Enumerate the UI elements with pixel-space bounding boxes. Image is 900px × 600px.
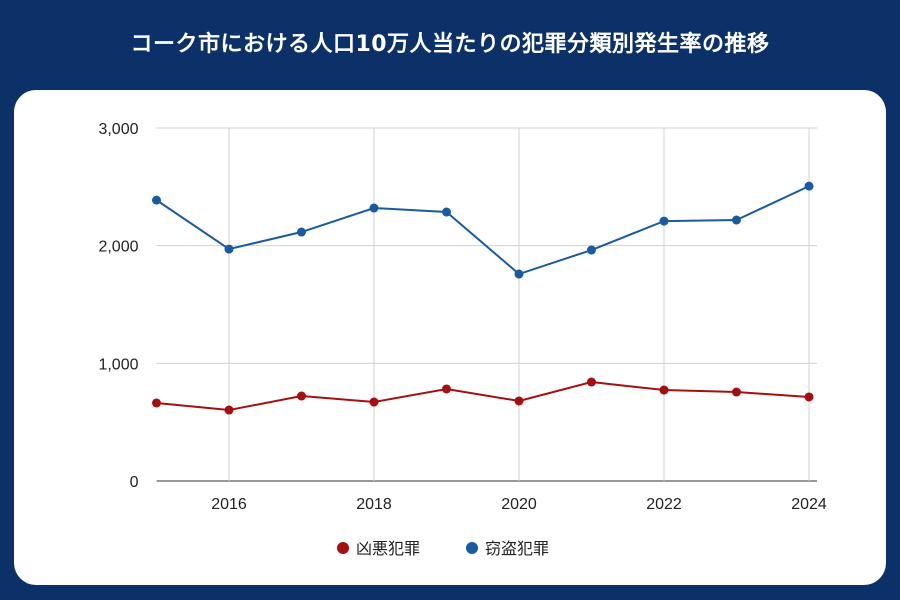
chart-title: コーク市における人口10万人当たりの犯罪分類別発生率の推移 — [130, 32, 770, 57]
data-point — [297, 391, 306, 401]
data-point — [369, 203, 379, 213]
data-point — [659, 216, 669, 226]
chart-card — [14, 90, 886, 585]
y-tick-label: 1,000 — [98, 356, 138, 373]
legend-label: 窃盗犯罪 — [485, 539, 549, 558]
data-point — [152, 398, 161, 408]
x-tick-label: 2018 — [356, 496, 392, 513]
data-point — [297, 227, 306, 237]
x-tick-label: 2024 — [791, 496, 827, 513]
data-point — [659, 385, 669, 395]
data-point — [224, 405, 234, 415]
data-point — [514, 269, 524, 279]
data-point — [587, 245, 596, 255]
legend-marker-icon — [337, 542, 349, 554]
legend-label: 凶悪犯罪 — [356, 539, 420, 558]
data-point — [224, 244, 234, 254]
x-tick-label: 2022 — [646, 496, 682, 513]
series-line-1 — [155, 185, 810, 276]
data-point — [804, 392, 814, 402]
data-point — [587, 377, 596, 387]
y-tick-label: 2,000 — [98, 239, 138, 256]
data-point — [732, 215, 741, 225]
data-point — [804, 181, 814, 191]
series-line-0 — [156, 381, 810, 412]
data-point — [369, 397, 379, 407]
data-point — [732, 387, 741, 397]
data-point — [442, 207, 451, 217]
data-point — [514, 396, 524, 406]
x-tick-label: 2016 — [211, 496, 247, 513]
y-tick-label: 0 — [130, 474, 139, 491]
x-tick-label: 2020 — [501, 496, 537, 513]
data-point — [152, 195, 161, 205]
data-point — [442, 384, 451, 394]
legend-marker-icon — [466, 542, 478, 554]
y-tick-label: 3,000 — [98, 121, 138, 138]
